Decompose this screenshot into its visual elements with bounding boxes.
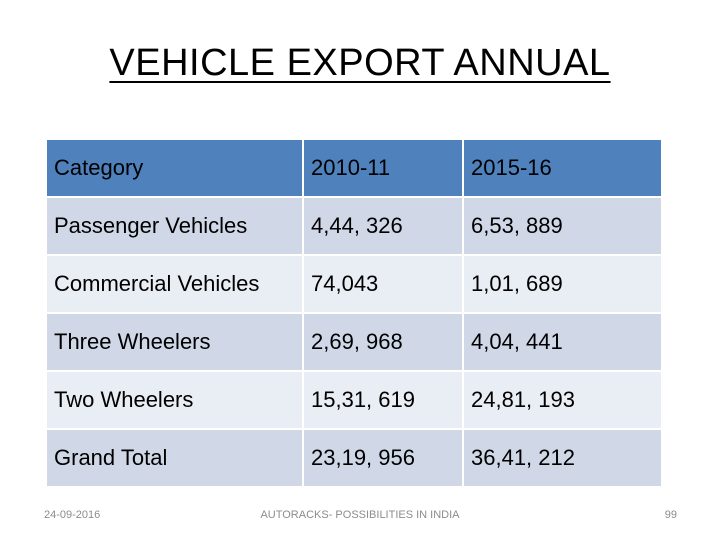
header-year-2015-16: 2015-16 [463,140,661,198]
table-row-grand-total: Grand Total 23,19, 956 36,41, 212 [47,429,661,488]
footer-date: 24-09-2016 [44,509,101,521]
table-row: Three Wheelers 2,69, 968 4,04, 441 [47,313,661,372]
row-value-2010-11: 74,043 [303,255,464,314]
row-value-2015-16: 4,04, 441 [463,313,661,372]
row-category: Grand Total [47,429,304,488]
vehicle-export-table: Category 2010-11 2015-16 Passenger Vehic… [47,140,661,488]
row-category: Three Wheelers [47,313,304,372]
table-row: Commercial Vehicles 74,043 1,01, 689 [47,255,661,314]
header-category: Category [47,140,304,198]
row-value-2010-11: 4,44, 326 [303,197,464,256]
row-category: Passenger Vehicles [47,197,304,256]
row-value-2015-16: 36,41, 212 [463,429,661,488]
header-year-2010-11: 2010-11 [303,140,464,198]
slide-title-text: VEHICLE EXPORT ANNUAL [109,42,611,84]
row-value-2010-11: 15,31, 619 [303,371,464,430]
footer-page-number: 99 [664,509,677,521]
footer-title: AUTORACKS- POSSIBILITIES IN INDIA [260,509,460,521]
slide-title: VEHICLE EXPORT ANNUAL [0,42,720,85]
row-value-2015-16: 24,81, 193 [463,371,661,430]
row-value-2015-16: 1,01, 689 [463,255,661,314]
row-value-2015-16: 6,53, 889 [463,197,661,256]
table-row: Passenger Vehicles 4,44, 326 6,53, 889 [47,197,661,256]
table-header-row: Category 2010-11 2015-16 [47,140,661,198]
table-row: Two Wheelers 15,31, 619 24,81, 193 [47,371,661,430]
row-category: Commercial Vehicles [47,255,304,314]
row-category: Two Wheelers [47,371,304,430]
row-value-2010-11: 2,69, 968 [303,313,464,372]
row-value-2010-11: 23,19, 956 [303,429,464,488]
